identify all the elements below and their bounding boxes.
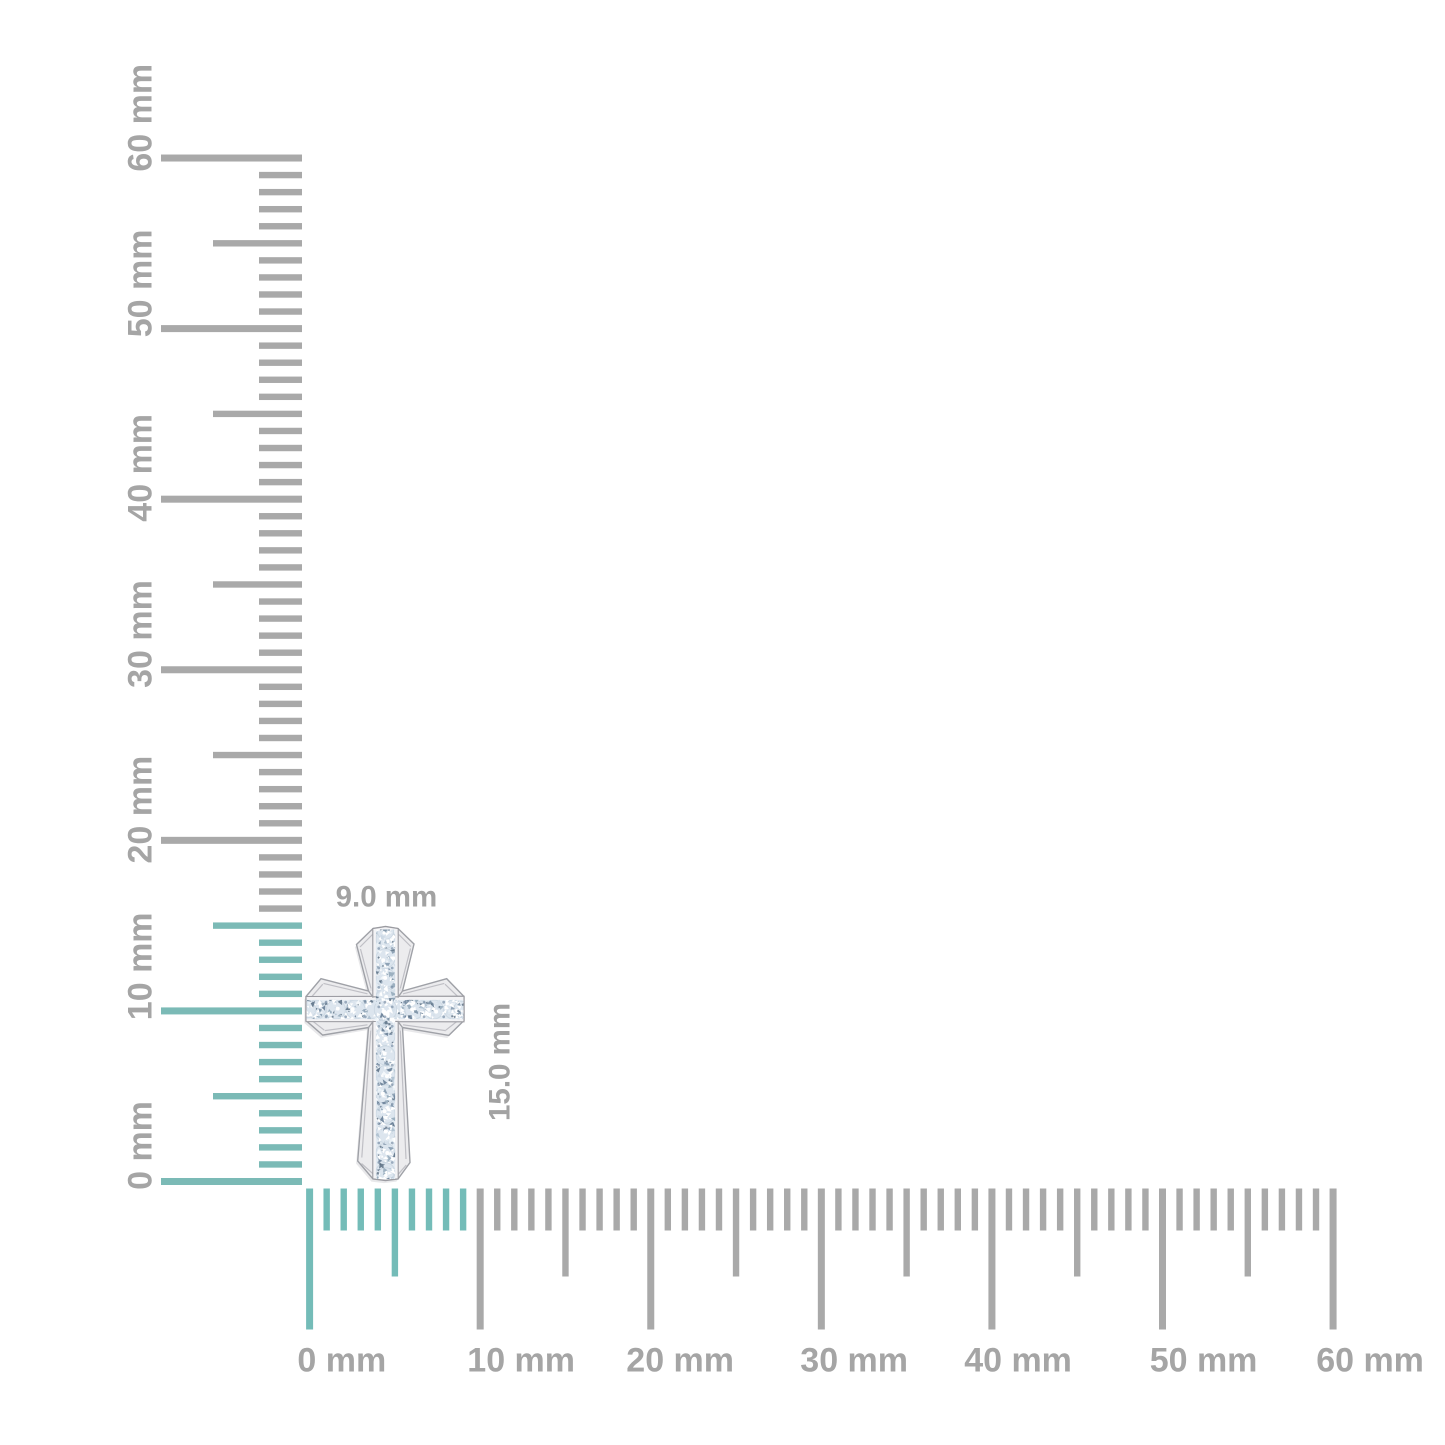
svg-text:30 mm: 30 mm bbox=[800, 1342, 908, 1380]
svg-text:9.0 mm: 9.0 mm bbox=[336, 880, 438, 913]
svg-text:10 mm: 10 mm bbox=[122, 912, 160, 1020]
svg-text:50 mm: 50 mm bbox=[1150, 1342, 1258, 1380]
svg-text:40 mm: 40 mm bbox=[122, 414, 160, 522]
svg-text:30 mm: 30 mm bbox=[122, 580, 160, 688]
svg-text:60 mm: 60 mm bbox=[122, 64, 160, 172]
svg-text:20 mm: 20 mm bbox=[122, 756, 160, 864]
svg-text:50 mm: 50 mm bbox=[122, 230, 160, 338]
svg-text:10 mm: 10 mm bbox=[467, 1342, 575, 1380]
svg-text:60 mm: 60 mm bbox=[1316, 1342, 1424, 1380]
svg-text:0 mm: 0 mm bbox=[297, 1342, 386, 1380]
svg-text:15.0 mm: 15.0 mm bbox=[484, 1003, 517, 1121]
svg-text:40 mm: 40 mm bbox=[964, 1342, 1072, 1380]
svg-text:20 mm: 20 mm bbox=[626, 1342, 734, 1380]
svg-text:0 mm: 0 mm bbox=[122, 1101, 160, 1190]
